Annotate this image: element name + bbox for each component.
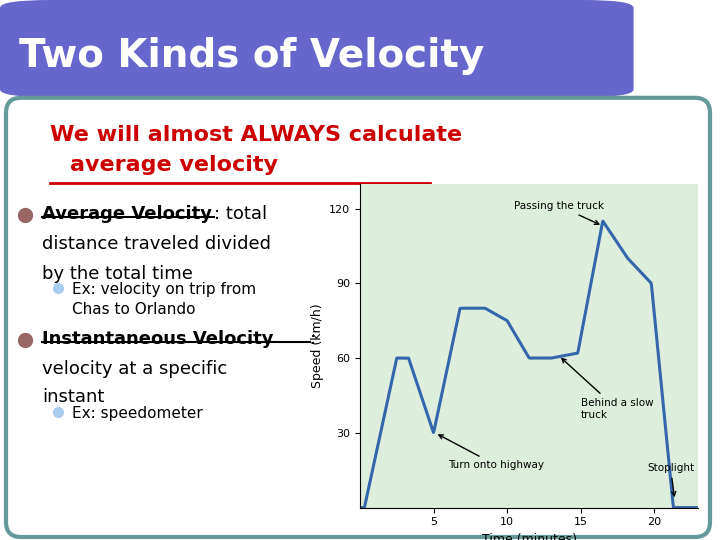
Text: Chas to Orlando: Chas to Orlando xyxy=(72,302,196,317)
Text: by the total time: by the total time xyxy=(42,265,193,283)
FancyBboxPatch shape xyxy=(0,0,634,97)
Text: velocity at a specific: velocity at a specific xyxy=(42,360,228,378)
FancyBboxPatch shape xyxy=(6,98,710,537)
Text: : total: : total xyxy=(214,205,267,223)
Text: We will almost ALWAYS calculate: We will almost ALWAYS calculate xyxy=(50,125,462,145)
Text: instant: instant xyxy=(42,388,104,406)
Text: :: : xyxy=(310,330,316,348)
Text: Stoplight: Stoplight xyxy=(647,463,694,496)
Text: distance traveled divided: distance traveled divided xyxy=(42,235,271,253)
Text: Average Velocity: Average Velocity xyxy=(42,205,212,223)
Text: Ex: velocity on trip from: Ex: velocity on trip from xyxy=(72,282,256,297)
Text: average velocity: average velocity xyxy=(70,155,278,175)
Text: Ex: speedometer: Ex: speedometer xyxy=(72,406,203,421)
Text: Instantaneous Velocity: Instantaneous Velocity xyxy=(42,330,274,348)
X-axis label: Time (minutes): Time (minutes) xyxy=(482,533,577,540)
Text: Two Kinds of Velocity: Two Kinds of Velocity xyxy=(19,37,485,76)
Text: Turn onto highway: Turn onto highway xyxy=(439,435,544,470)
Text: Passing the truck: Passing the truck xyxy=(515,201,605,224)
Text: Behind a slow
truck: Behind a slow truck xyxy=(562,359,653,420)
Y-axis label: Speed (km/h): Speed (km/h) xyxy=(310,303,323,388)
